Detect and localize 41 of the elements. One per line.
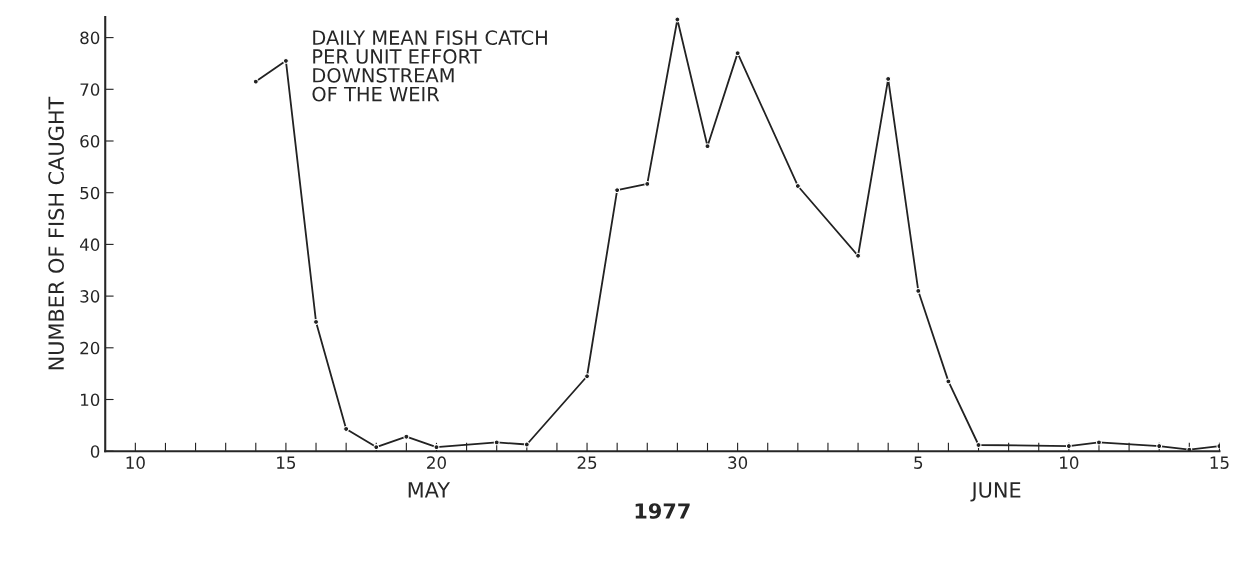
text: JUNE xyxy=(970,482,1021,502)
y-tick-label: 80 xyxy=(80,31,100,45)
y-tick-label: 20 xyxy=(80,341,100,355)
point xyxy=(734,50,741,57)
x-tick-label: 15 xyxy=(1210,456,1229,469)
point xyxy=(945,378,952,385)
point xyxy=(674,16,681,23)
text: MAY xyxy=(408,482,451,498)
y-tick-label: 30 xyxy=(80,290,100,303)
x-axis-title: 1977 xyxy=(635,503,690,519)
y-tick-label: 60 xyxy=(80,134,100,148)
y-tick-label: 50 xyxy=(80,186,100,200)
x-tick-label: 25 xyxy=(577,456,597,469)
y-tick-label: 70 xyxy=(80,83,100,96)
point xyxy=(523,441,530,448)
y-tick-label: 10 xyxy=(80,393,100,407)
x-tick-label: 30 xyxy=(728,456,748,469)
point xyxy=(1096,439,1102,446)
point xyxy=(252,78,259,85)
point xyxy=(403,433,410,440)
point xyxy=(313,319,319,325)
x-tick-label: 10 xyxy=(126,456,145,469)
point xyxy=(855,252,862,259)
x-tick-label: 20 xyxy=(427,456,446,469)
point xyxy=(614,187,621,194)
point xyxy=(794,183,801,189)
point xyxy=(915,287,922,294)
y-tick-label: 0 xyxy=(90,445,100,458)
y-tick-label: 40 xyxy=(79,238,100,251)
point xyxy=(282,57,289,64)
text: DAILY MEAN FISH CATCH PER UNIT EFFORT DOWNSTREAM OF THE WEIR xyxy=(312,30,547,102)
y-axis-title: NUMBER OF FISH CAUGHT xyxy=(48,96,65,370)
x-tick-label: 15 xyxy=(277,456,296,469)
point xyxy=(584,373,590,380)
point xyxy=(885,76,892,82)
point xyxy=(493,439,500,446)
point xyxy=(975,442,982,448)
point xyxy=(644,180,651,187)
x-tick-label: 10 xyxy=(1060,456,1079,469)
point xyxy=(343,426,350,432)
x-tick-label: 5 xyxy=(914,456,923,469)
